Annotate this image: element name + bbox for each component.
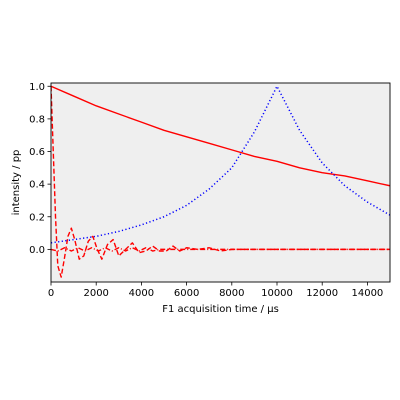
y-tick-label: 1.0 bbox=[29, 82, 45, 93]
y-tick-label: 0.4 bbox=[29, 180, 45, 191]
x-tick-label: 10000 bbox=[261, 288, 293, 299]
series-dashdot-line-3 bbox=[51, 247, 390, 252]
y-axis-ticks: 0.0 0.2 0.4 0.6 0.8 1.0 bbox=[29, 82, 51, 256]
y-tick-label: 0.8 bbox=[29, 114, 45, 125]
y-tick-label: 0.2 bbox=[29, 212, 45, 223]
series-layer bbox=[51, 85, 390, 278]
x-axis-label: F1 acquisition time / µs bbox=[162, 304, 279, 315]
y-tick-label: 0.6 bbox=[29, 147, 45, 158]
y-tick-label: 0.0 bbox=[29, 245, 45, 256]
series-solid-line-0 bbox=[51, 85, 390, 187]
y-axis-label: intensity / pp bbox=[11, 150, 22, 216]
x-tick-label: 6000 bbox=[174, 288, 199, 299]
x-tick-label: 8000 bbox=[219, 288, 244, 299]
x-tick-label: 2000 bbox=[83, 288, 108, 299]
x-tick-label: 14000 bbox=[351, 288, 383, 299]
x-tick-label: 0 bbox=[48, 288, 54, 299]
x-axis-ticks: 0 2000 4000 6000 8000 10000 12000 14000 bbox=[48, 282, 383, 299]
x-tick-label: 12000 bbox=[306, 288, 338, 299]
x-tick-label: 4000 bbox=[129, 288, 154, 299]
plot-frame bbox=[50, 82, 391, 283]
plot-area bbox=[51, 83, 390, 282]
